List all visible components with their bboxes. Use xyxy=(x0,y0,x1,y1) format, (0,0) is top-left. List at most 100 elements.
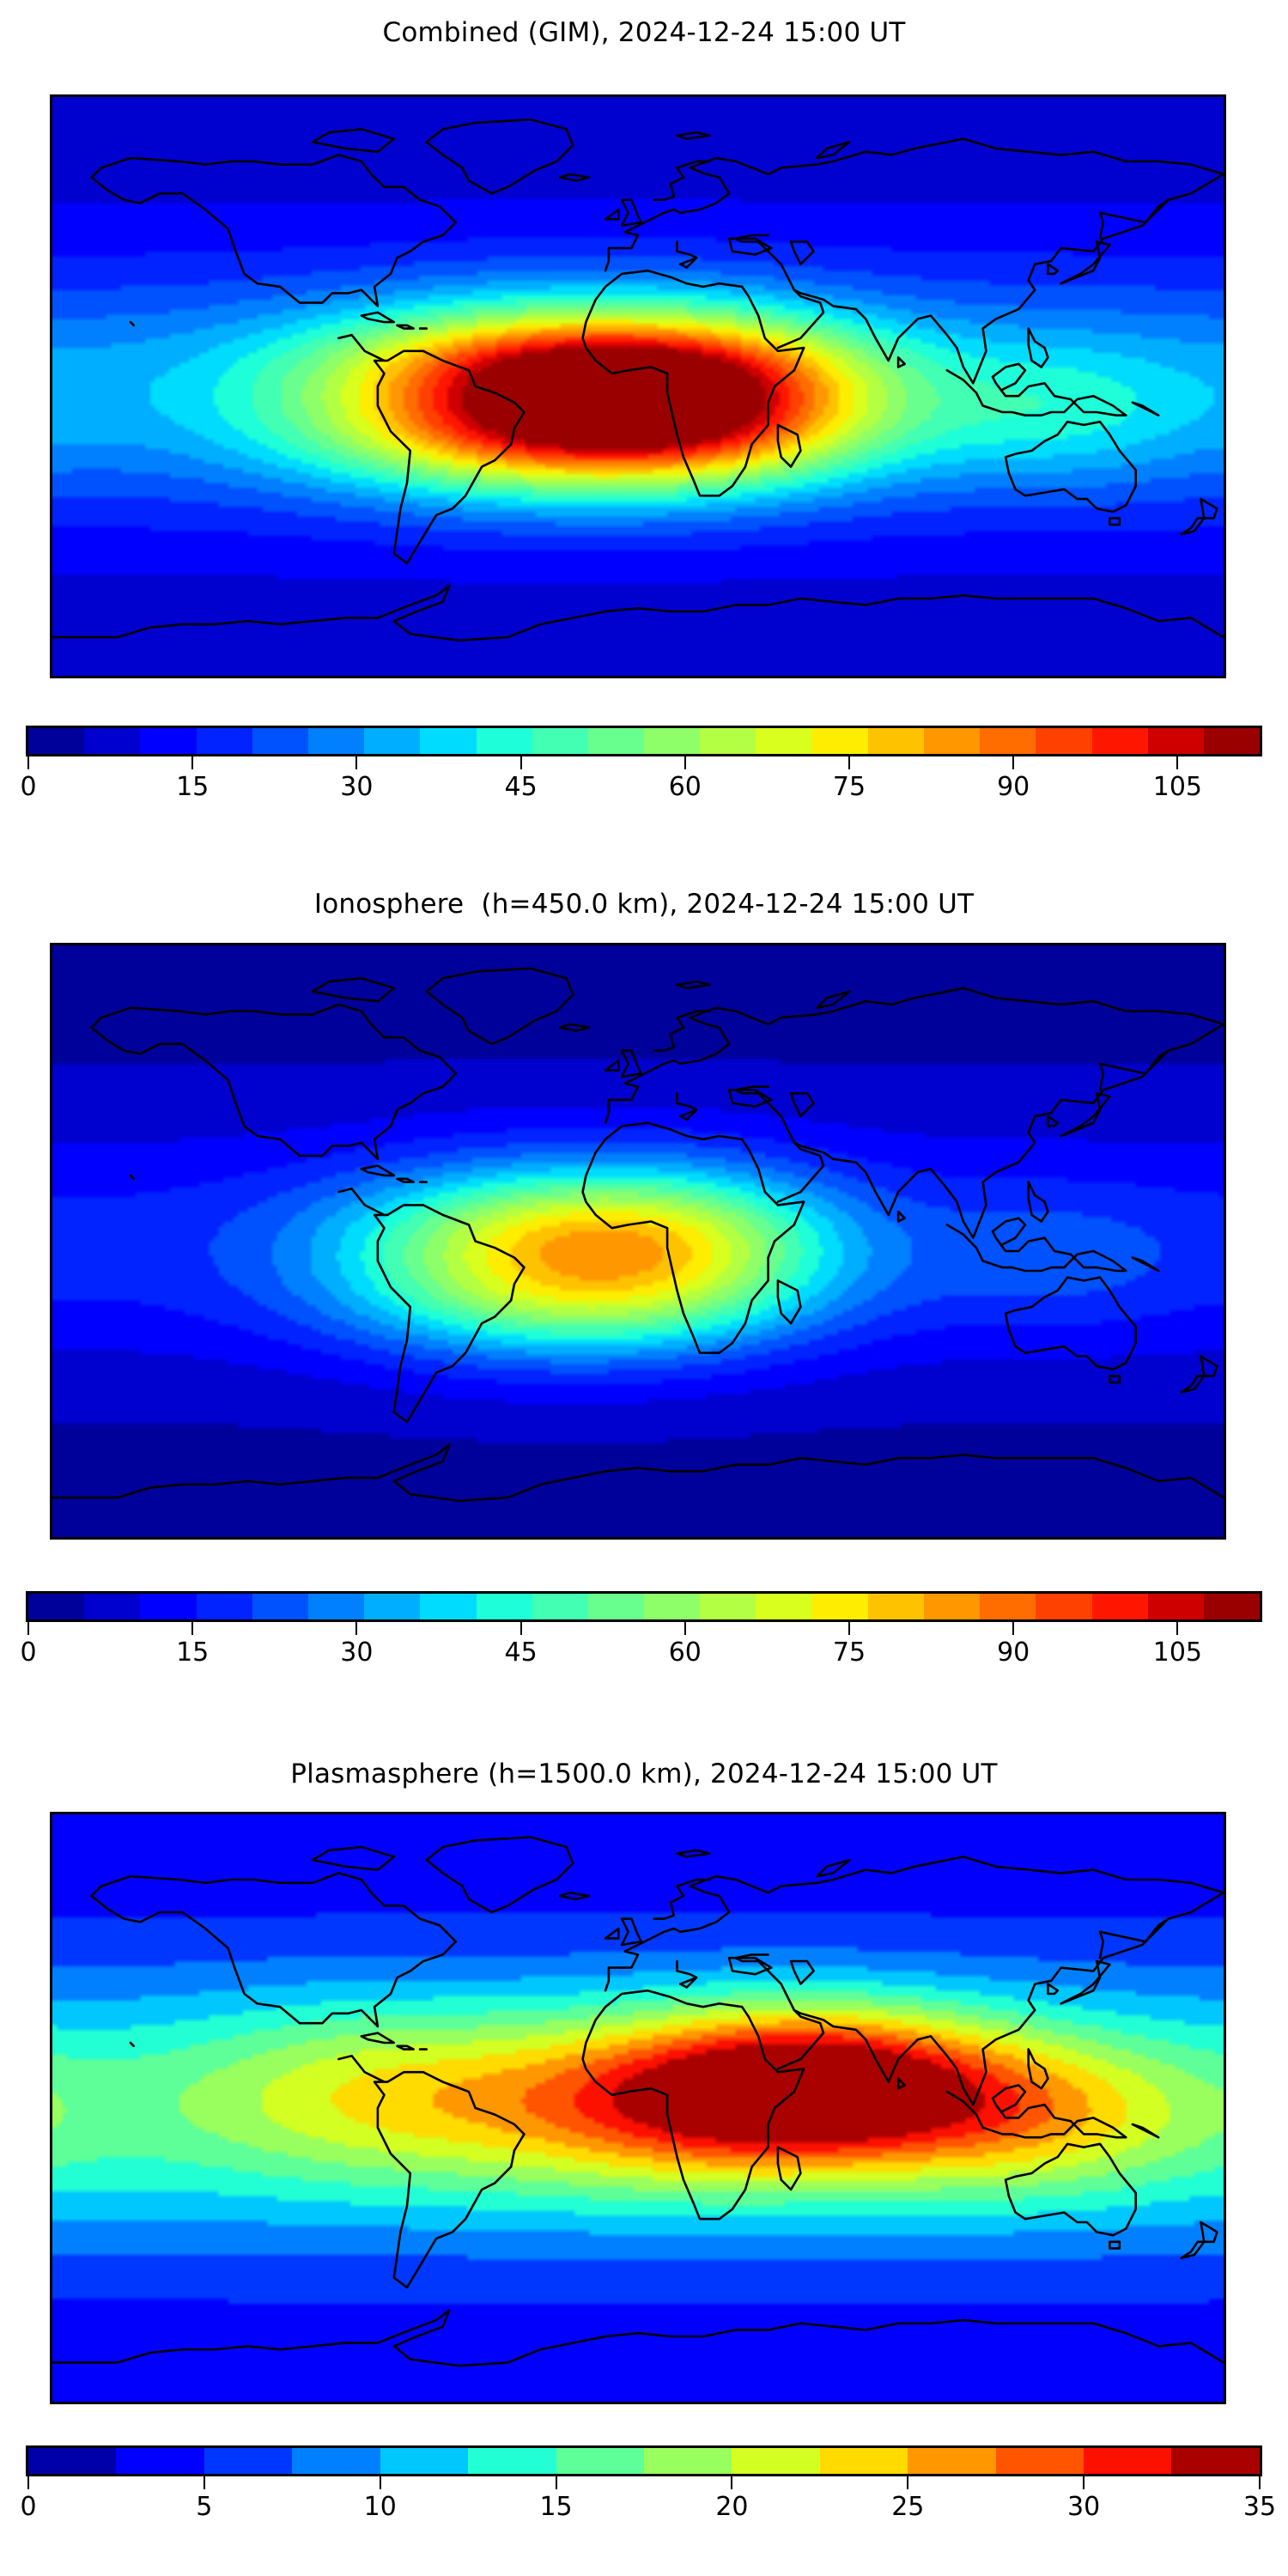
coastlines xyxy=(52,967,1224,1503)
colorbar-band xyxy=(468,2448,556,2474)
colorbar-band xyxy=(1203,1594,1261,1619)
colorbar-tick-label: 15 xyxy=(539,2492,573,2522)
colorbar-ionosphere: 0 15 30 45 60 75 90 105 xyxy=(20,1591,1262,1694)
colorbar-tick xyxy=(191,756,194,769)
coastline-path xyxy=(129,1174,135,1181)
colorbar-band xyxy=(556,2448,644,2474)
colorbar-band xyxy=(1171,2448,1260,2474)
coastline-path xyxy=(360,2032,396,2044)
colorbar-tick xyxy=(1012,756,1015,769)
colorbar-tick-label: 90 xyxy=(997,772,1030,802)
coastline-path xyxy=(373,2070,526,2289)
coastline-path xyxy=(311,1845,396,1871)
colorbar-band xyxy=(380,2448,469,2474)
panel-combined: Combined (GIM), 2024-12-24 15:00 UT 0 15 3… xyxy=(0,0,1288,867)
coastline-path xyxy=(425,967,574,1046)
coastline-path xyxy=(945,2084,1127,2139)
coastline-path xyxy=(1060,1959,1111,2005)
colorbar-band xyxy=(196,1594,252,1619)
colorbar-tick-label: 105 xyxy=(1152,1637,1203,1668)
coastline-path xyxy=(604,208,620,221)
coastline-path xyxy=(52,2309,1224,2367)
colorbar-tick-label: 5 xyxy=(196,2492,213,2522)
colorbar-tick-label: 60 xyxy=(668,1637,702,1668)
coastline-path xyxy=(311,977,396,1003)
coastline-path xyxy=(311,128,396,153)
colorbar-band xyxy=(924,728,981,754)
coastline-path xyxy=(896,2077,906,2090)
coastline-path xyxy=(816,1858,851,1878)
coastline-path xyxy=(1180,497,1218,536)
coastline-path xyxy=(676,980,711,990)
colorbar-plasmasphere: 0 5 10 15 20 25 30 35 xyxy=(20,2445,1276,2549)
colorbar-tick-label: 30 xyxy=(340,1637,374,1668)
map-plasmasphere xyxy=(50,1812,1226,2404)
panel-plasmasphere: Plasmasphere (h=1500.0 km), 2024-12-24 1… xyxy=(0,1743,1288,2576)
coastline-path xyxy=(373,349,526,565)
coastline-path xyxy=(1180,1355,1218,1394)
coastline-path xyxy=(558,1891,591,1901)
coastlines xyxy=(52,1836,1224,2367)
colorbar-band xyxy=(908,2448,996,2474)
panel-title-ionosphere: Ionosphere (h=450.0 km), 2024-12-24 15:0… xyxy=(313,889,975,920)
coastline-path xyxy=(776,1141,825,1203)
coastline-path xyxy=(1004,420,1137,513)
panel-title-plasmasphere: Plasmasphere (h=1500.0 km), 2024-12-24 1… xyxy=(290,1759,998,1789)
map-combined xyxy=(50,94,1226,678)
coastline-path xyxy=(776,2146,802,2191)
colorbar-band xyxy=(292,2448,380,2474)
coastline-path xyxy=(129,320,135,327)
colorbar-band xyxy=(532,728,588,754)
colorbar-tick-label: 0 xyxy=(20,2492,37,2522)
coastline-path xyxy=(896,1210,906,1223)
colorbar-ionosphere-gradient xyxy=(26,1591,1262,1622)
colorbar-combined-axis: 0 15 30 45 60 75 90 105 xyxy=(20,756,1262,825)
coastline-path xyxy=(945,1217,1127,1273)
colorbar-band xyxy=(643,2448,732,2474)
colorbar-tick xyxy=(27,2476,29,2489)
coastline-path xyxy=(604,137,1224,272)
coastline-path xyxy=(581,269,805,497)
coastline-path xyxy=(776,423,802,468)
coastline-path xyxy=(337,333,386,362)
coastline-path xyxy=(1180,2221,1218,2260)
colorbar-band xyxy=(644,1594,701,1619)
coastline-path xyxy=(620,1049,643,1078)
colorbar-band xyxy=(307,1594,365,1619)
colorbar-tick xyxy=(1012,1622,1015,1635)
coastline-path xyxy=(816,990,851,1009)
colorbar-band xyxy=(756,728,812,754)
colorbar-band xyxy=(1203,728,1261,754)
colorbar-band xyxy=(476,728,532,754)
coastline-path xyxy=(653,160,711,202)
colorbar-tick xyxy=(379,2476,381,2489)
colorbar-tick-label: 45 xyxy=(504,1637,538,1668)
coastline-path xyxy=(676,1959,698,1989)
colorbar-band xyxy=(252,1594,308,1619)
coastline-path xyxy=(776,1279,802,1325)
coastline-path xyxy=(734,173,1224,385)
colorbar-band xyxy=(819,2448,908,2474)
colorbar-tick xyxy=(555,2476,557,2489)
coastline-path xyxy=(620,198,643,228)
coastline-path xyxy=(676,131,711,140)
colorbar-band xyxy=(84,728,141,754)
colorbar-band xyxy=(420,728,477,754)
coastline-path xyxy=(581,1121,805,1354)
coastline-path xyxy=(90,154,458,307)
coastline-path xyxy=(52,1443,1224,1503)
colorbar-tick-label: 30 xyxy=(1067,2492,1101,2522)
coastline-path xyxy=(1047,1115,1060,1127)
colorbar-tick-label: 0 xyxy=(20,1637,37,1668)
coastline-path xyxy=(776,289,825,349)
colorbar-band xyxy=(587,1594,645,1619)
colorbar-tick xyxy=(191,1622,194,1635)
colorbar-band xyxy=(700,1594,756,1619)
coastline-path xyxy=(1131,401,1160,416)
coastline-path xyxy=(1027,1181,1049,1223)
coastline-path xyxy=(425,1836,574,1914)
coastline-path xyxy=(1027,2048,1049,2090)
coastline-path xyxy=(396,2044,415,2050)
coastline-path xyxy=(1047,1983,1060,1996)
coastline-path xyxy=(604,1927,620,1940)
